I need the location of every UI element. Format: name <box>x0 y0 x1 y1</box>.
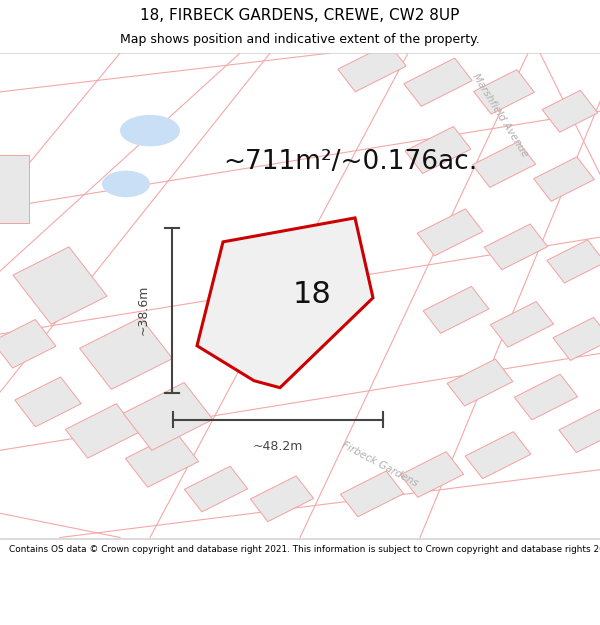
Polygon shape <box>123 382 213 450</box>
Polygon shape <box>490 301 554 348</box>
Text: Marshfield Avenue: Marshfield Avenue <box>470 71 530 159</box>
Polygon shape <box>0 319 56 368</box>
Text: ~48.2m: ~48.2m <box>253 440 303 452</box>
Polygon shape <box>197 218 373 388</box>
Polygon shape <box>559 409 600 452</box>
Polygon shape <box>417 209 483 256</box>
Polygon shape <box>340 471 404 517</box>
Ellipse shape <box>120 115 180 146</box>
Polygon shape <box>447 359 513 406</box>
Polygon shape <box>423 286 489 333</box>
Polygon shape <box>15 377 81 427</box>
Polygon shape <box>547 240 600 283</box>
Polygon shape <box>0 155 29 222</box>
Polygon shape <box>465 432 531 479</box>
Polygon shape <box>13 247 107 324</box>
Polygon shape <box>125 432 199 488</box>
Ellipse shape <box>102 171 150 198</box>
Text: ~711m²/~0.176ac.: ~711m²/~0.176ac. <box>223 149 477 175</box>
Polygon shape <box>65 404 139 458</box>
Text: Contains OS data © Crown copyright and database right 2021. This information is : Contains OS data © Crown copyright and d… <box>9 544 600 554</box>
Polygon shape <box>484 224 548 270</box>
Polygon shape <box>542 91 598 132</box>
Text: 18: 18 <box>293 281 331 309</box>
Polygon shape <box>405 126 471 174</box>
Polygon shape <box>80 318 172 389</box>
Polygon shape <box>250 476 314 522</box>
Polygon shape <box>400 452 464 498</box>
Polygon shape <box>473 69 535 114</box>
Text: ~38.6m: ~38.6m <box>137 285 150 336</box>
Polygon shape <box>472 142 536 188</box>
Polygon shape <box>338 44 406 92</box>
Polygon shape <box>514 374 578 420</box>
Polygon shape <box>184 466 248 512</box>
Polygon shape <box>404 58 472 106</box>
Text: Firbeck Gardens: Firbeck Gardens <box>340 440 420 489</box>
Text: Map shows position and indicative extent of the property.: Map shows position and indicative extent… <box>120 33 480 46</box>
Text: 18, FIRBECK GARDENS, CREWE, CW2 8UP: 18, FIRBECK GARDENS, CREWE, CW2 8UP <box>140 8 460 23</box>
Polygon shape <box>533 157 595 201</box>
Polygon shape <box>553 318 600 361</box>
